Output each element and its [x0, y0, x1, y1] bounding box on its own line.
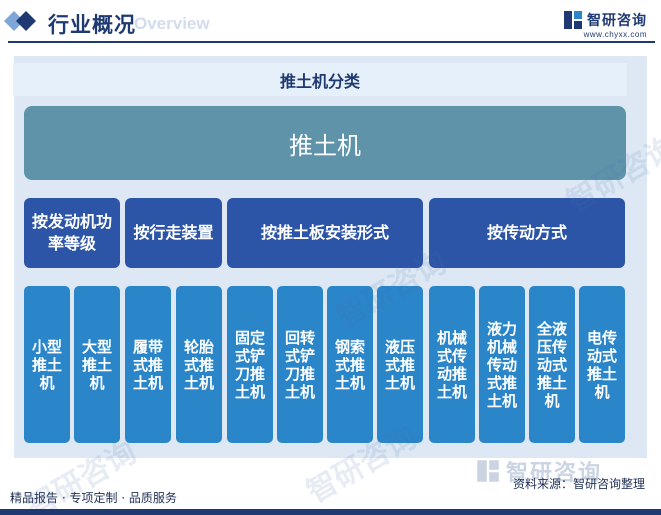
category-node-power: 按发动机功率等级: [24, 198, 120, 268]
leaf-node: 回转式铲刀推土机: [277, 286, 323, 443]
category-node-walking: 按行走装置: [125, 198, 222, 268]
leaf-node: 小型推土机: [24, 286, 70, 443]
brand-url: www.chyxx.com: [583, 30, 647, 39]
leaf-node: 固定式铲刀推土机: [227, 286, 273, 443]
leaf-node: 轮胎式推土机: [176, 286, 222, 443]
category-node-blade-mount: 按推土板安装形式: [227, 198, 423, 268]
page-title: 行业概况: [48, 13, 136, 37]
source-note: 资料来源：智研咨询整理: [512, 477, 645, 491]
leaf-node: 大型推土机: [74, 286, 120, 443]
watermark-logo-text: 智研咨询: [506, 461, 603, 486]
header-divider: [8, 41, 655, 43]
watermark-logo-icon: [477, 460, 499, 482]
brand-name: 智研咨询: [587, 13, 647, 29]
leaf-node: 液压式推土机: [377, 286, 423, 443]
diagram-title: 推土机分类: [13, 63, 627, 96]
leaf-node: 电传动式推土机: [579, 286, 625, 443]
leaf-node: 机械式传动推土机: [429, 286, 475, 443]
brand-logo-icon: [564, 11, 582, 29]
category-node-transmission: 按传动方式: [429, 198, 625, 268]
leaf-node: 钢索式推土机: [327, 286, 373, 443]
page-subtitle: Overview: [134, 14, 210, 33]
header-diamond-icon: [4, 11, 36, 31]
root-node: 推土机: [24, 106, 626, 180]
leaf-node: 全液压传动式推土机: [529, 286, 575, 443]
brand-logo: 智研咨询: [563, 10, 647, 30]
leaf-node: 液力机械传动式推土机: [479, 286, 525, 443]
watermark-logo: 智研咨询: [476, 455, 602, 487]
footer-bar: [0, 509, 661, 515]
footer-tagline: 精品报告 · 专项定制 · 品质服务: [10, 491, 177, 505]
leaf-node: 履带式推土机: [125, 286, 171, 443]
